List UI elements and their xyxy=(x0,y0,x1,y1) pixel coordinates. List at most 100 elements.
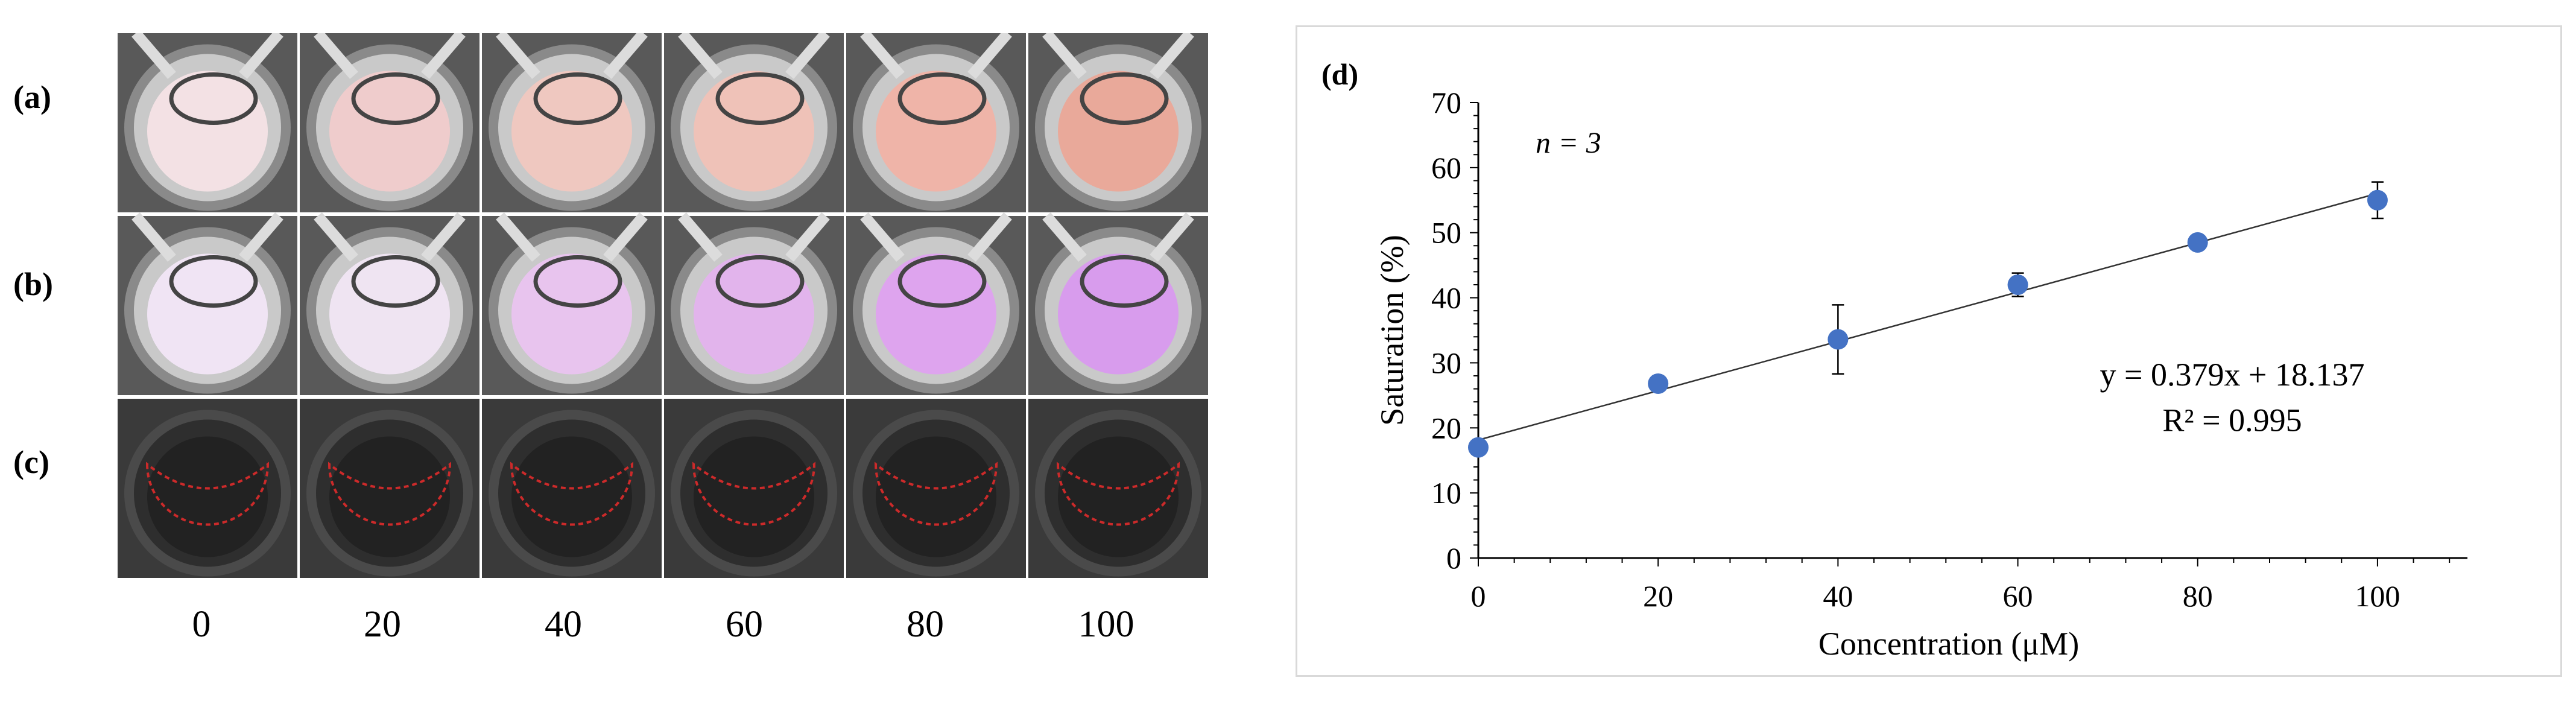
trendline-equation: y = 0.379x + 18.137 xyxy=(2100,357,2365,393)
data-point-0 xyxy=(1468,437,1489,458)
x-tick-label-100: 100 xyxy=(2355,579,2400,613)
well-photo-c-3 xyxy=(664,399,844,578)
x-tick-label-60: 60 xyxy=(2003,579,2033,613)
photo-grid xyxy=(118,33,1221,606)
row-label-a: (a) xyxy=(13,79,51,115)
dark-sample xyxy=(147,436,268,557)
liquid-sample xyxy=(1058,71,1179,192)
tube-right xyxy=(967,33,1012,79)
tube-right xyxy=(785,212,830,262)
panel-label-d: (d) xyxy=(1321,57,1358,91)
chart-frame: (d) n = 3 0 10 20 30 40 50 60 70 0 20 40 60 80 100 Conce… xyxy=(1296,25,2562,677)
tubing-loop xyxy=(169,72,258,125)
dark-sample xyxy=(1058,436,1179,557)
roi-outline xyxy=(874,462,998,526)
liquid-sample xyxy=(147,253,268,375)
tube-right xyxy=(967,212,1012,262)
liquid-sample xyxy=(694,253,814,375)
well-photo-c-0 xyxy=(118,399,297,578)
dark-sample xyxy=(511,436,632,557)
tube-left xyxy=(131,33,176,79)
tube-left xyxy=(496,212,540,262)
tubing-loop xyxy=(1080,255,1169,308)
conc-label-20: 20 xyxy=(364,604,401,645)
liquid-sample xyxy=(329,71,450,192)
well-photo-a-0 xyxy=(118,33,297,212)
tubing-loop xyxy=(169,255,258,308)
dark-sample xyxy=(694,436,814,557)
liquid-sample xyxy=(1058,253,1179,375)
conc-label-0: 0 xyxy=(192,604,211,645)
tube-left xyxy=(860,212,905,262)
y-tick-label-20: 20 xyxy=(1431,411,1461,445)
well-photo-a-5 xyxy=(1028,33,1208,212)
tube-right xyxy=(785,33,830,79)
data-point-40 xyxy=(1828,329,1849,350)
conc-label-100: 100 xyxy=(1078,604,1135,645)
tube-right xyxy=(239,33,283,79)
liquid-sample xyxy=(876,71,996,192)
data-point-100 xyxy=(2367,189,2388,211)
conc-label-80: 80 xyxy=(907,604,944,645)
well-photo-b-5 xyxy=(1028,212,1208,395)
liquid-sample xyxy=(876,253,996,375)
saturation-chart: (d) n = 3 0 10 20 30 40 50 60 70 0 20 40 60 80 100 Conce… xyxy=(1321,57,2467,662)
roi-outline xyxy=(1056,462,1180,526)
tubing-loop xyxy=(351,72,440,125)
x-tick-label-0: 0 xyxy=(1471,579,1486,613)
tube-right xyxy=(421,33,466,79)
tube-left xyxy=(1042,212,1087,262)
y-tick-label-60: 60 xyxy=(1431,151,1461,185)
tubing-loop xyxy=(897,72,987,125)
tube-left xyxy=(1042,33,1087,79)
well-photo-c-5 xyxy=(1028,399,1208,578)
liquid-sample xyxy=(511,71,632,192)
x-tick-label-20: 20 xyxy=(1643,579,1673,613)
tubing-loop xyxy=(897,255,987,308)
tube-left xyxy=(314,212,358,262)
trendline xyxy=(1478,192,2378,441)
tubing-loop xyxy=(1080,72,1169,125)
tube-right xyxy=(239,212,283,262)
tube-left xyxy=(131,212,176,262)
data-point-20 xyxy=(1648,373,1669,394)
well-photo-b-3 xyxy=(664,212,844,395)
tubing-loop xyxy=(533,72,622,125)
dark-sample xyxy=(329,436,450,557)
tube-right xyxy=(1150,33,1194,79)
well-photo-b-1 xyxy=(300,212,479,395)
data-point-80 xyxy=(2187,232,2208,253)
well-photo-b-4 xyxy=(846,212,1026,395)
tube-right xyxy=(1150,212,1194,262)
y-tick-label-50: 50 xyxy=(1431,216,1461,250)
y-tick-label-40: 40 xyxy=(1431,281,1461,315)
well-photo-a-3 xyxy=(664,33,844,212)
roi-outline xyxy=(692,462,816,526)
n-annotation: n = 3 xyxy=(1536,125,1601,159)
tubing-loop xyxy=(533,255,622,308)
liquid-sample xyxy=(511,253,632,375)
tube-right xyxy=(603,33,648,79)
conc-label-60: 60 xyxy=(726,604,763,645)
well-photo-a-4 xyxy=(846,33,1026,212)
y-tick-label-70: 70 xyxy=(1431,86,1461,119)
dark-sample xyxy=(876,436,996,557)
tube-left xyxy=(678,33,723,79)
y-tick-label-0: 0 xyxy=(1446,541,1461,575)
well-photo-a-1 xyxy=(300,33,479,212)
y-tick-label-30: 30 xyxy=(1431,346,1461,379)
tube-right xyxy=(603,212,648,262)
tubing-loop xyxy=(351,255,440,308)
x-tick-label-80: 80 xyxy=(2183,579,2213,613)
photo-panels xyxy=(118,33,1208,578)
tube-left xyxy=(860,33,905,79)
roi-outline xyxy=(328,462,452,526)
well-photo-c-2 xyxy=(482,399,662,578)
tube-right xyxy=(421,212,466,262)
liquid-sample xyxy=(694,71,814,192)
tube-left xyxy=(678,212,723,262)
well-photo-b-0 xyxy=(118,212,297,395)
row-label-c: (c) xyxy=(13,444,49,480)
liquid-sample xyxy=(147,71,268,192)
x-axis-title: Concentration (μM) xyxy=(1818,626,2079,662)
